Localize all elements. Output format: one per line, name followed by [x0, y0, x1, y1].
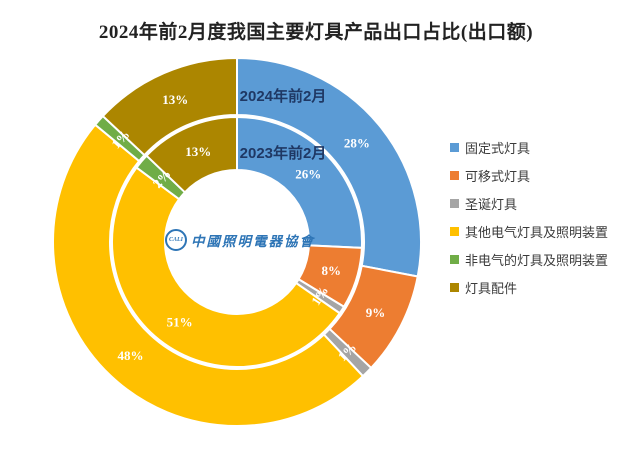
slice-label-inner-5: 13% — [185, 144, 211, 159]
slice-label-outer-3: 48% — [118, 348, 144, 363]
legend-label-4: 非电气的灯具及照明装置 — [465, 252, 609, 268]
legend-swatch-icon-4 — [450, 254, 459, 264]
legend: 固定式灯具可移式灯具圣诞灯具其他电气灯具及照明装置 非电气的灯具及照明装置 灯具配件 — [450, 138, 630, 306]
slice-outer-5 — [101, 57, 238, 157]
slice-outer-3 — [52, 123, 364, 427]
legend-item-0: 固定式灯具 — [450, 138, 630, 156]
legend-item-1: 可移式灯具 — [450, 166, 630, 184]
legend-swatch-icon-5 — [450, 282, 459, 292]
legend-swatch-icon-3 — [450, 226, 459, 236]
cali-logo-icon: CALI — [165, 229, 187, 251]
legend-label-3: 其他电气灯具及照明装置 — [465, 224, 609, 240]
slice-label-inner-3: 51% — [167, 315, 193, 330]
legend-swatch-icon-2 — [450, 198, 459, 208]
slice-inner-3 — [111, 166, 341, 368]
legend-label-5: 灯具配件 — [465, 280, 518, 296]
slice-label-inner-1: 8% — [321, 263, 341, 278]
ring-caption-inner: 2023年前2月 — [240, 144, 327, 162]
slice-label-outer-1: 9% — [366, 305, 386, 320]
legend-item-4: 非电气的灯具及照明装置 — [450, 250, 630, 268]
watermark-org-name: 中國照明電器協會 — [191, 234, 315, 249]
legend-label-1: 可移式灯具 — [465, 168, 531, 184]
legend-item-5: 灯具配件 — [450, 278, 630, 296]
slice-label-outer-0: 28% — [344, 135, 370, 150]
slice-outer-0 — [236, 57, 422, 278]
legend-swatch-icon-1 — [450, 170, 459, 180]
legend-label-0: 固定式灯具 — [465, 140, 531, 156]
slice-inner-5 — [145, 116, 238, 194]
slice-inner-0 — [236, 116, 363, 249]
chart-title: 2024年前2月度我国主要灯具产品出口占比(出口额) — [98, 22, 534, 43]
legend-swatch-icon-0 — [450, 142, 459, 152]
legend-item-3: 其他电气灯具及照明装置 — [450, 222, 630, 240]
slice-label-outer-5: 13% — [162, 92, 188, 107]
slice-label-inner-0: 26% — [295, 166, 321, 181]
center-watermark: CALI 中國照明電器協會 — [165, 228, 313, 252]
legend-label-2: 圣诞灯具 — [465, 196, 518, 212]
legend-item-2: 圣诞灯具 — [450, 194, 630, 212]
ring-caption-outer: 2024年前2月 — [240, 87, 327, 105]
